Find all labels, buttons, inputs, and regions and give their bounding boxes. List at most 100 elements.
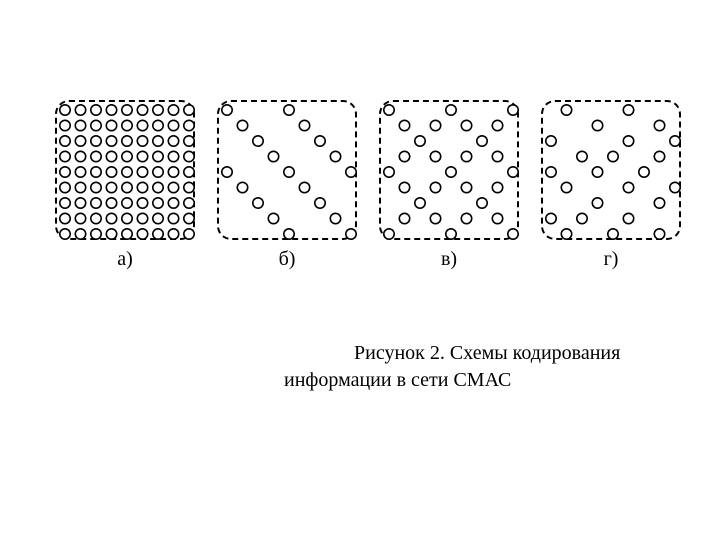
dot — [137, 151, 147, 161]
dot — [346, 167, 356, 177]
dot — [168, 151, 178, 161]
dot — [137, 182, 147, 192]
figure-canvas: а)б)в)г) Рисунок 2. Схемы кодирования ин… — [0, 0, 720, 540]
dot — [623, 213, 633, 223]
dot — [670, 182, 680, 192]
dot — [122, 151, 132, 161]
dot — [60, 136, 70, 146]
dot — [184, 136, 194, 146]
dot — [461, 182, 471, 192]
dot — [446, 167, 456, 177]
dot — [122, 198, 132, 208]
dot — [492, 213, 502, 223]
dot — [137, 198, 147, 208]
dot — [91, 198, 101, 208]
panel-b-dots — [219, 102, 359, 242]
dot — [75, 105, 85, 115]
dot — [122, 136, 132, 146]
dot — [237, 182, 247, 192]
dot — [122, 213, 132, 223]
dot — [508, 105, 518, 115]
dot — [384, 105, 394, 115]
dot — [330, 151, 340, 161]
dot — [654, 120, 664, 130]
panels-row: а)б)в)г) — [55, 100, 681, 240]
dot — [153, 213, 163, 223]
dot — [106, 213, 116, 223]
dot — [91, 105, 101, 115]
dot — [122, 167, 132, 177]
dot — [623, 182, 633, 192]
dot — [122, 105, 132, 115]
dot — [592, 167, 602, 177]
dot — [153, 105, 163, 115]
dot — [346, 229, 356, 239]
dot — [577, 213, 587, 223]
dot — [153, 136, 163, 146]
dot — [268, 151, 278, 161]
dot — [446, 105, 456, 115]
dot — [168, 213, 178, 223]
dot — [60, 182, 70, 192]
dot — [461, 213, 471, 223]
panel-label-g: г) — [543, 248, 679, 271]
dot — [253, 136, 263, 146]
dot — [399, 213, 409, 223]
dot — [284, 229, 294, 239]
dot — [399, 151, 409, 161]
dot — [268, 213, 278, 223]
dot — [106, 167, 116, 177]
dot — [508, 167, 518, 177]
panel-g: г) — [541, 100, 681, 240]
dot — [561, 105, 571, 115]
dot — [492, 182, 502, 192]
dot — [91, 213, 101, 223]
panel-b: б) — [217, 100, 357, 240]
dot — [60, 198, 70, 208]
dot — [184, 151, 194, 161]
dot — [184, 105, 194, 115]
dot — [75, 151, 85, 161]
dot — [577, 151, 587, 161]
dot — [106, 198, 116, 208]
dot — [168, 136, 178, 146]
dot — [315, 198, 325, 208]
dot — [184, 182, 194, 192]
dot — [106, 151, 116, 161]
dot — [508, 229, 518, 239]
dot — [477, 198, 487, 208]
panel-label-v: в) — [381, 248, 517, 271]
dot — [122, 182, 132, 192]
dot — [153, 151, 163, 161]
dot — [60, 213, 70, 223]
dot — [461, 120, 471, 130]
dot — [137, 136, 147, 146]
dot — [399, 182, 409, 192]
dot — [561, 182, 571, 192]
dot — [546, 213, 556, 223]
dot — [106, 229, 116, 239]
dot — [639, 167, 649, 177]
dot — [492, 120, 502, 130]
dot — [153, 182, 163, 192]
dot — [561, 229, 571, 239]
dot — [75, 198, 85, 208]
figure-caption: Рисунок 2. Схемы кодирования информации … — [284, 340, 620, 394]
dot — [315, 136, 325, 146]
dot — [137, 213, 147, 223]
dot — [75, 120, 85, 130]
dot — [168, 120, 178, 130]
dot — [122, 229, 132, 239]
dot — [253, 198, 263, 208]
panel-a-dots — [57, 102, 197, 242]
dot — [184, 198, 194, 208]
dot — [106, 182, 116, 192]
panel-v-dots — [381, 102, 521, 242]
dot — [106, 136, 116, 146]
caption-line1: Рисунок 2. Схемы кодирования — [354, 342, 620, 364]
dot — [60, 151, 70, 161]
dot — [608, 151, 618, 161]
dot — [60, 120, 70, 130]
dot — [153, 120, 163, 130]
dot — [654, 198, 664, 208]
